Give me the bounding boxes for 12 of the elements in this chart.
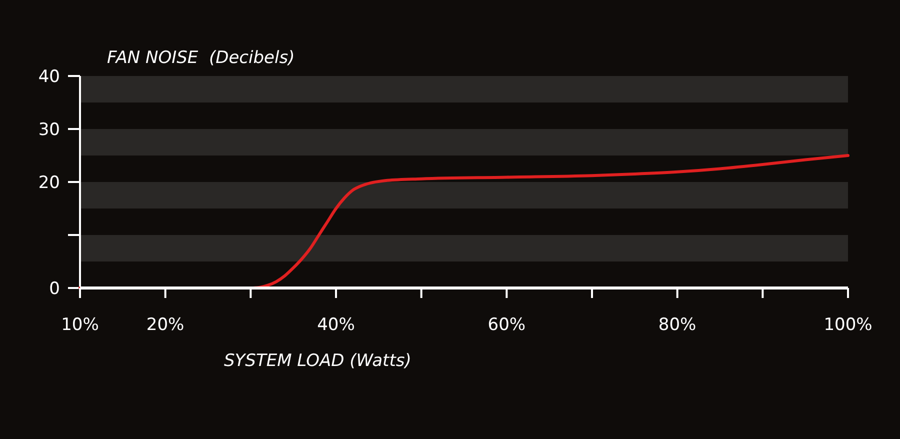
x-tick-label: 20% xyxy=(146,315,184,335)
x-axis-title: SYSTEM LOAD (Watts) xyxy=(224,351,412,371)
y-tick-label: 40 xyxy=(38,66,60,87)
y-tick-label: 30 xyxy=(38,120,60,140)
y-tick-label: 20 xyxy=(38,172,60,193)
y-axis-title: FAN NOISE (Decibels) xyxy=(107,48,295,68)
x-tick-label: 60% xyxy=(488,315,526,335)
x-tick-label: 10% xyxy=(61,315,99,335)
x-tick-label: 40% xyxy=(317,315,355,335)
x-tick-label: 100% xyxy=(824,315,872,335)
x-tick-label: 80% xyxy=(658,315,696,335)
y-tick-label: 0 xyxy=(49,278,60,299)
